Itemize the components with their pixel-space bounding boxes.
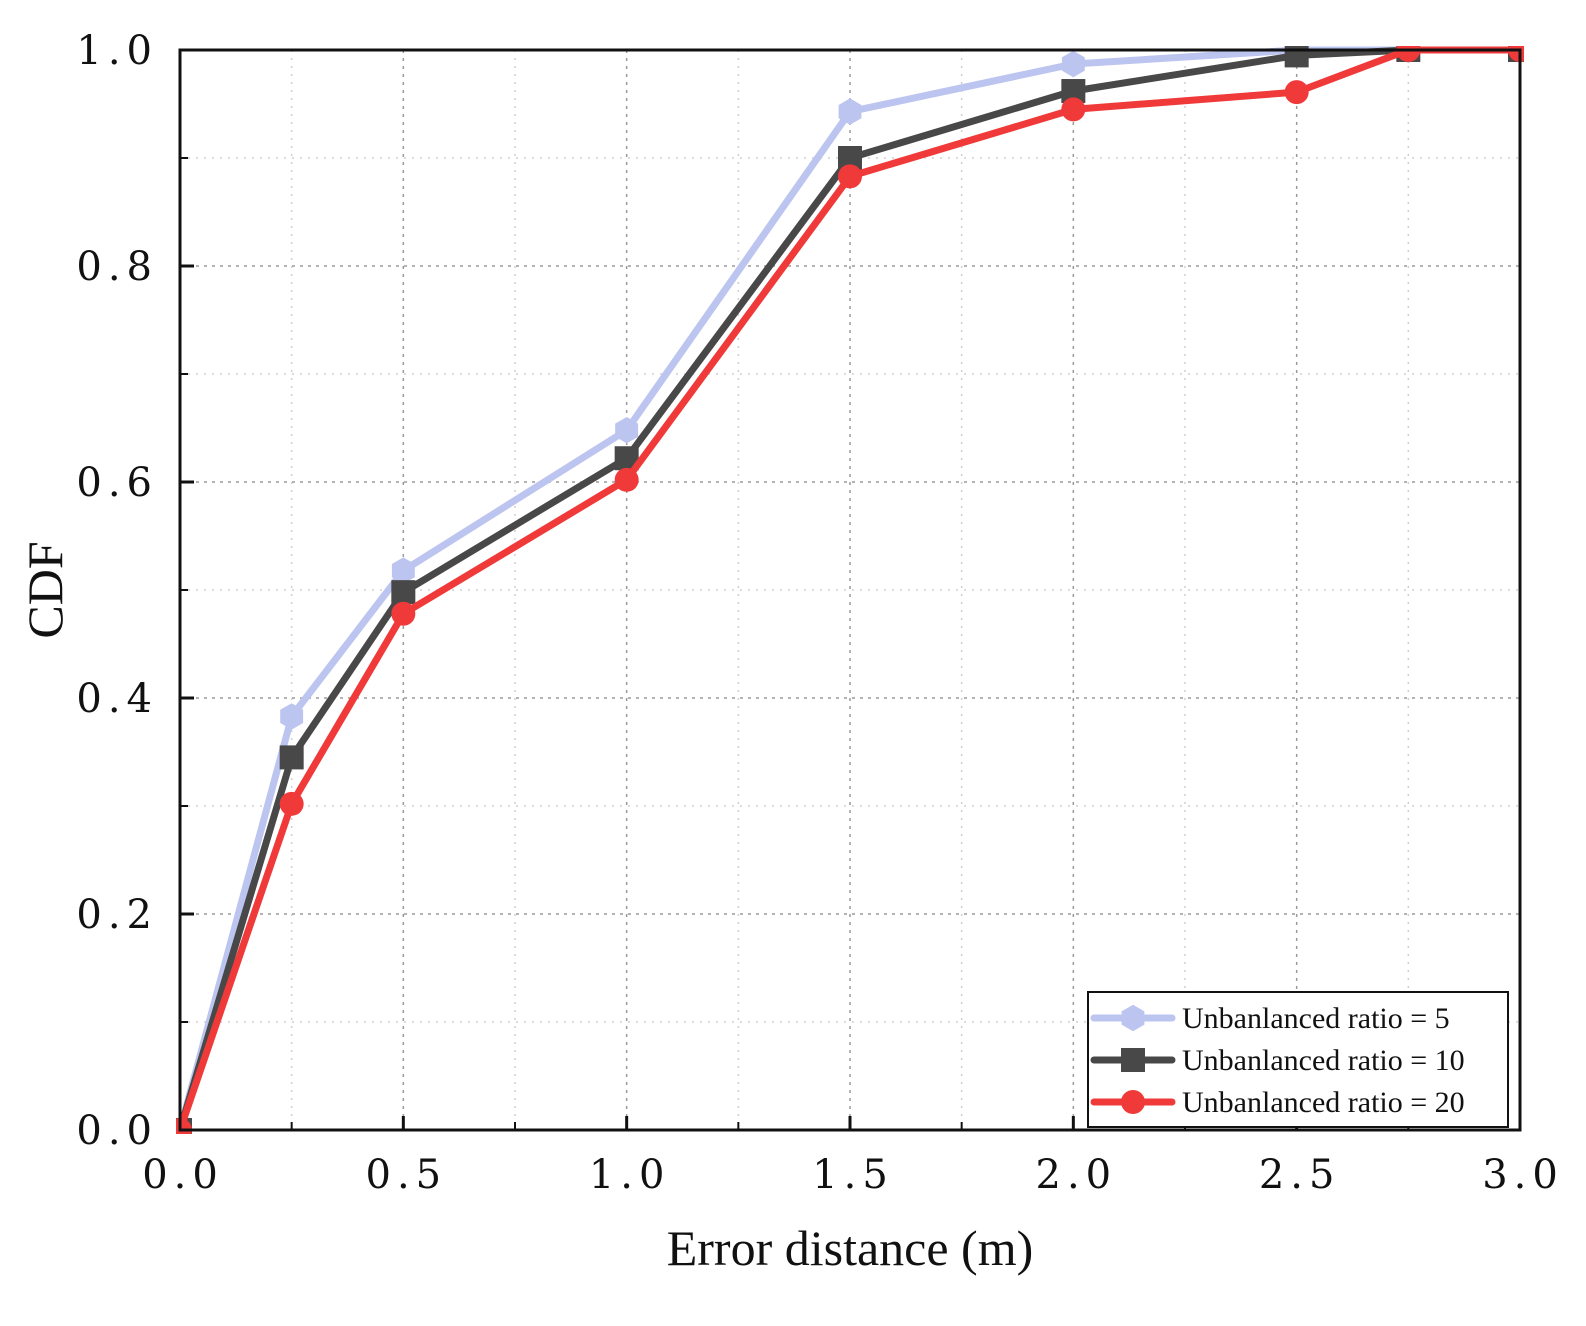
data-point — [391, 580, 416, 605]
x-tick-label: 0.0 — [142, 1152, 224, 1198]
legend-label: Unbanlanced ratio = 10 — [1182, 1044, 1465, 1077]
data-point — [391, 601, 416, 626]
legend-marker — [1121, 1090, 1145, 1114]
data-point — [391, 557, 415, 584]
y-tick-label: 0.0 — [76, 1108, 158, 1154]
series-3 — [176, 46, 1524, 1134]
y-tick-label: 0.6 — [76, 460, 158, 506]
y-tick-label: 0.8 — [76, 244, 158, 290]
y-tick-label: 0.2 — [76, 892, 158, 938]
x-tick-label: 2.5 — [1259, 1152, 1341, 1198]
data-point — [1061, 50, 1085, 78]
x-tick-label: 3.0 — [1482, 1152, 1564, 1198]
grid — [180, 50, 1520, 1130]
y-axis-label: CDF — [17, 541, 73, 638]
legend-marker — [1121, 1004, 1145, 1032]
x-tick-label: 1.0 — [589, 1152, 671, 1198]
data-point — [615, 417, 639, 444]
data-point — [1061, 97, 1086, 122]
x-tick-label: 1.5 — [812, 1152, 894, 1198]
data-point — [280, 703, 304, 730]
data-point — [838, 164, 862, 189]
legend: Unbanlanced ratio = 5 Unbanlanced ratio =… — [1087, 991, 1509, 1128]
data-point — [838, 98, 862, 125]
y-tick-label: 1.0 — [76, 28, 158, 74]
legend-marker — [1121, 1048, 1145, 1072]
x-axis-label: Error distance (m) — [667, 1220, 1034, 1276]
x-tick-label: 0.5 — [366, 1152, 448, 1198]
y-tick-label: 0.4 — [76, 676, 158, 722]
data-point — [614, 467, 639, 492]
legend-label: Unbanlanced ratio = 20 — [1182, 1086, 1465, 1119]
data-point — [1284, 80, 1309, 105]
data-point — [279, 791, 304, 816]
data-point — [279, 745, 304, 770]
x-tick-label: 2.0 — [1036, 1152, 1118, 1198]
axis-ticks: 0.0 0.5 1.0 1.5 2.0 2.5 3.0 0.0 0.2 0.4 0.6 0.8 1.0 — [76, 28, 1564, 1198]
legend-label: Unbanlanced ratio = 5 — [1182, 1002, 1450, 1035]
data-point — [1284, 46, 1309, 68]
